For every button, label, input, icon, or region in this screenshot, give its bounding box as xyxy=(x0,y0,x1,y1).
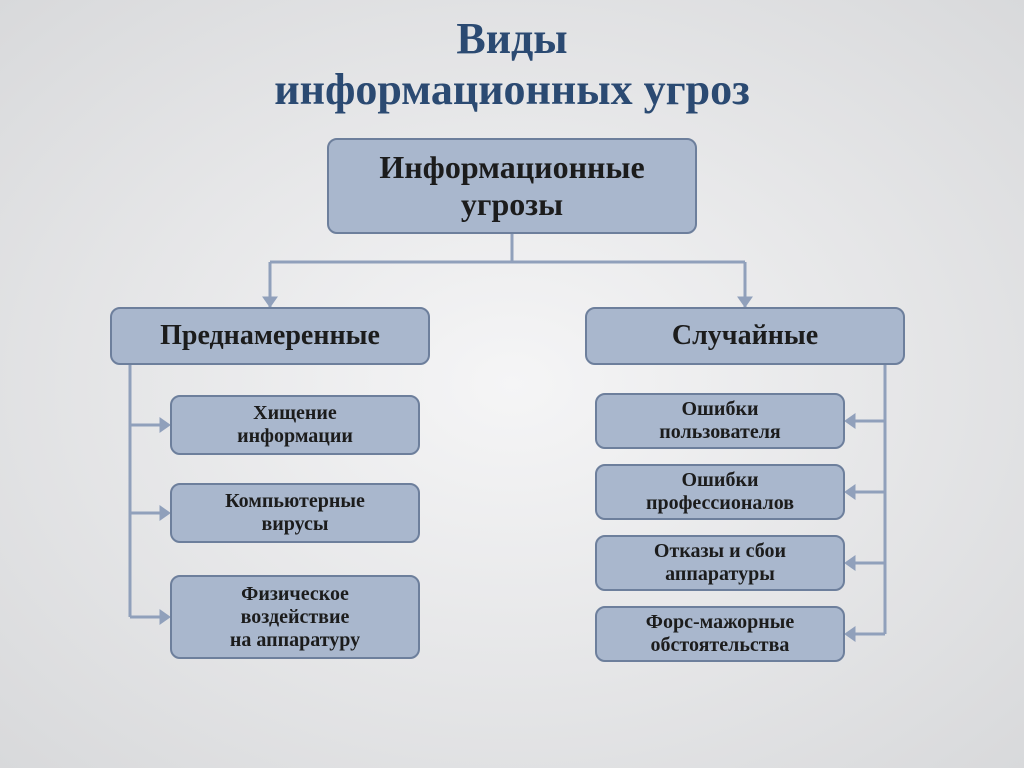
root-node: Информационныеугрозы xyxy=(327,138,697,234)
leaf-node-0-1: Компьютерныевирусы xyxy=(170,483,420,543)
leaf-node-1-1: Ошибкипрофессионалов xyxy=(595,464,845,520)
leaf-node-1-0: Ошибкипользователя xyxy=(595,393,845,449)
leaf-node-0-2: Физическоевоздействиена аппаратуру xyxy=(170,575,420,659)
branch-node-1: Случайные xyxy=(585,307,905,365)
leaf-node-0-0: Хищениеинформации xyxy=(170,395,420,455)
title-line-1: Виды xyxy=(0,14,1024,65)
leaf-node-1-3: Форс-мажорныеобстоятельства xyxy=(595,606,845,662)
page-title: Виды информационных угроз xyxy=(0,14,1024,115)
title-line-2: информационных угроз xyxy=(0,65,1024,116)
background xyxy=(0,0,1024,768)
branch-node-0: Преднамеренные xyxy=(110,307,430,365)
leaf-node-1-2: Отказы и сбоиаппаратуры xyxy=(595,535,845,591)
